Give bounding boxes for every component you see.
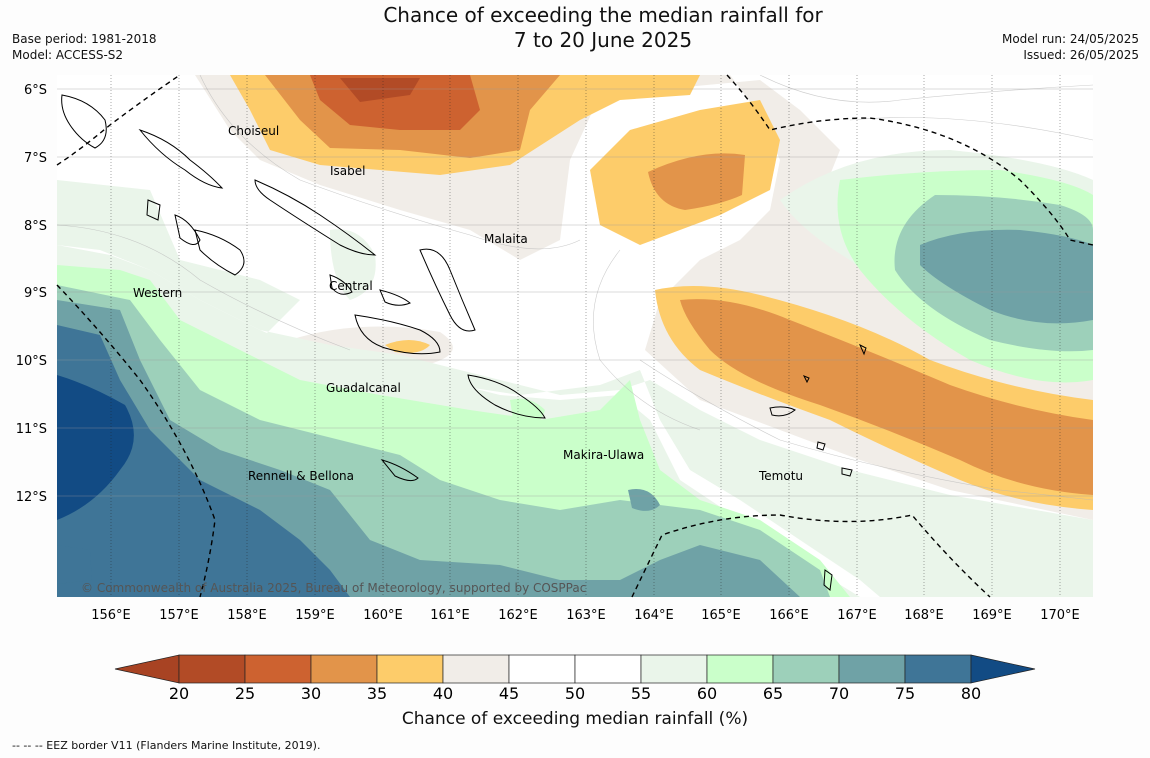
colorbar-tick: 30	[301, 684, 321, 703]
lat-label: 12°S	[16, 490, 47, 505]
region-malaita: Malaita	[484, 232, 528, 246]
region-makira-ulawa: Makira-Ulawa	[563, 448, 644, 462]
colorbar-tick: 20	[169, 684, 189, 703]
lon-label: 165°E	[701, 608, 741, 623]
title-line-2: 7 to 20 June 2025	[513, 28, 693, 52]
colorbar-tick: 50	[565, 684, 585, 703]
colorbar-low-extension	[114, 654, 180, 684]
lat-label: 8°S	[24, 219, 47, 234]
colorbar-segment	[310, 654, 378, 684]
colorbar-segment	[508, 654, 576, 684]
lon-label: 164°E	[634, 608, 674, 623]
colorbar-high-extension	[970, 654, 1036, 684]
lon-label: 159°E	[295, 608, 335, 623]
colorbar-segment	[376, 654, 444, 684]
colorbar-tick: 35	[367, 684, 387, 703]
colorbar-tick: 60	[697, 684, 717, 703]
colorbar-segment	[706, 654, 774, 684]
colorbar-tick: 75	[895, 684, 915, 703]
probability-fill	[57, 75, 1093, 597]
model-name: Model: ACCESS-S2	[12, 48, 124, 62]
region-guadalcanal: Guadalcanal	[326, 381, 401, 395]
colorbar-segment	[640, 654, 708, 684]
model-run-date: Model run: 24/05/2025	[1001, 32, 1139, 46]
run-info: Model run: 24/05/2025 Issued: 26/05/2025	[1002, 31, 1139, 63]
lon-label: 168°E	[904, 608, 944, 623]
colorbar-tick: 40	[433, 684, 453, 703]
colorbar-tick: 65	[763, 684, 783, 703]
colorbar-segment	[904, 654, 972, 684]
colorbar-segment	[838, 654, 906, 684]
region-central: Central	[329, 279, 373, 293]
lon-label: 162°E	[498, 608, 538, 623]
colorbar	[114, 654, 1036, 684]
lon-label: 158°E	[227, 608, 267, 623]
map-title: Chance of exceeding the median rainfall …	[300, 3, 906, 53]
lat-label: 9°S	[24, 286, 47, 301]
colorbar-segment	[772, 654, 840, 684]
colorbar-tick: 55	[631, 684, 651, 703]
model-info: Base period: 1981-2018 Model: ACCESS-S2	[12, 31, 157, 63]
colorbar-tick: 70	[829, 684, 849, 703]
region-western: Western	[133, 286, 182, 300]
title-line-1: Chance of exceeding the median rainfall …	[383, 3, 823, 27]
region-isabel: Isabel	[330, 164, 365, 178]
coastlines	[61, 94, 867, 591]
lon-label: 156°E	[91, 608, 131, 623]
lon-label: 170°E	[1040, 608, 1080, 623]
colorbar-segment	[178, 654, 246, 684]
colorbar-tick: 80	[961, 684, 981, 703]
eez-border	[56, 74, 1094, 598]
issued-date: Issued: 26/05/2025	[1023, 48, 1139, 62]
colorbar-segment	[574, 654, 642, 684]
lon-label: 157°E	[159, 608, 199, 623]
base-period: Base period: 1981-2018	[12, 32, 157, 46]
colorbar-segment	[442, 654, 510, 684]
eez-footnote: -- -- -- EEZ border V11 (Flanders Marine…	[12, 739, 321, 752]
region-temotu: Temotu	[758, 469, 803, 483]
colorbar-tick: 45	[499, 684, 519, 703]
graticule	[110, 75, 1061, 597]
lat-label: 6°S	[24, 83, 47, 98]
region-rennell-bellona: Rennell & Bellona	[248, 469, 354, 483]
lon-label: 161°E	[430, 608, 470, 623]
lon-label: 169°E	[972, 608, 1012, 623]
lat-label: 7°S	[24, 151, 47, 166]
colorbar-title: Chance of exceeding median rainfall (%)	[401, 709, 749, 729]
lat-label: 11°S	[16, 422, 47, 437]
lon-label: 160°E	[363, 608, 403, 623]
region-choiseul: Choiseul	[228, 124, 279, 138]
colorbar-tick: 25	[235, 684, 255, 703]
lon-label: 163°E	[566, 608, 606, 623]
copyright-notice: © Commonwealth of Australia 2025, Bureau…	[81, 581, 586, 595]
lon-label: 166°E	[769, 608, 809, 623]
lat-label: 10°S	[16, 354, 47, 369]
colorbar-segment	[244, 654, 312, 684]
lon-label: 167°E	[837, 608, 877, 623]
